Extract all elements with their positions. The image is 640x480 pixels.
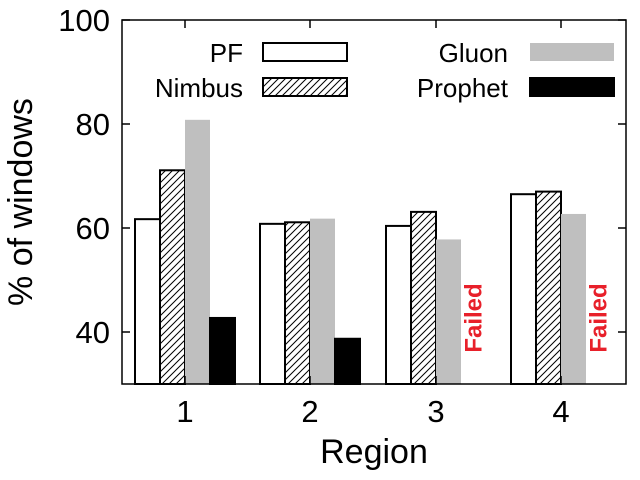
y-tick-label: 80	[76, 107, 110, 142]
y-tick-label: 60	[76, 211, 110, 246]
legend-swatch-nimbus	[262, 77, 348, 97]
bar-pf-region-3	[385, 224, 412, 385]
y-tick-label: 40	[76, 315, 110, 350]
bar-gluon-region-2	[310, 218, 335, 384]
legend-label-pf: PF	[210, 38, 243, 68]
legend-swatch-prophet	[529, 77, 615, 97]
bar-gluon-region-4	[561, 213, 586, 384]
legend-swatch-gluon	[530, 43, 614, 61]
x-tick-label: 2	[301, 394, 318, 429]
bar-pf-region-2	[259, 222, 286, 385]
legend-label-nimbus: Nimbus	[155, 73, 243, 103]
y-tick-label: 100	[58, 3, 110, 38]
failed-annotation-region-4: Failed	[586, 283, 613, 352]
bar-gluon-region-1	[185, 119, 210, 384]
bar-pf-region-1	[134, 218, 161, 385]
x-axis-title: Region	[320, 433, 428, 471]
bar-nimbus-region-2	[284, 221, 311, 385]
legend-label-gluon: Gluon	[439, 38, 508, 68]
legend-label-prophet: Prophet	[417, 73, 509, 103]
bar-prophet-region-2	[334, 337, 361, 386]
legend-swatch-pf	[262, 42, 348, 62]
bar-prophet-region-1	[209, 316, 236, 385]
bar-nimbus-region-3	[410, 210, 437, 385]
bar-nimbus-region-1	[159, 169, 186, 385]
x-tick-label: 4	[552, 394, 569, 429]
x-tick-label: 1	[176, 394, 193, 429]
y-axis-title: % of windows	[2, 98, 40, 306]
x-tick-label: 3	[427, 394, 444, 429]
failed-annotation-region-3: Failed	[461, 283, 488, 352]
bar-pf-region-4	[510, 193, 537, 385]
plot-frame	[121, 19, 627, 385]
bar-nimbus-region-4	[535, 190, 562, 385]
bar-gluon-region-3	[436, 239, 461, 384]
